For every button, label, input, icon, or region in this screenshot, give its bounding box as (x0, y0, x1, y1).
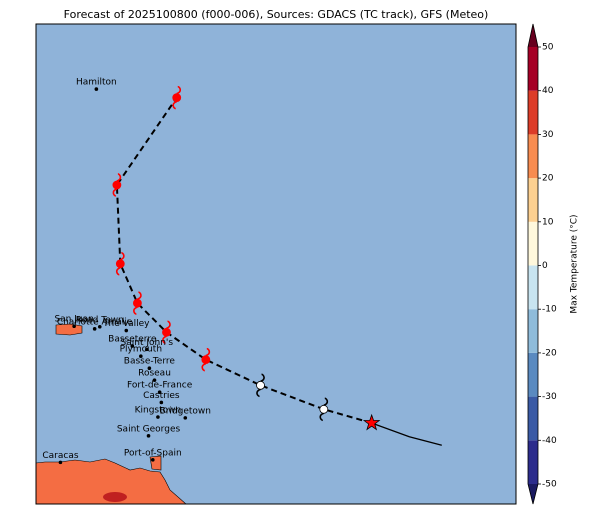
city-label: Bridgetown (160, 406, 211, 416)
colorbar-band (528, 309, 538, 353)
city-dot (130, 344, 135, 348)
colorbar-band (528, 440, 538, 484)
city-dot (156, 415, 160, 419)
city-label: Castries (143, 391, 180, 401)
city-dot (58, 460, 63, 465)
city-label: The Valley (102, 319, 150, 329)
colorbar-band (528, 90, 538, 135)
forecast-position (172, 93, 182, 103)
city-label: Port-of-Spain (124, 448, 182, 458)
colorbar-tick-label: 40 (542, 86, 554, 96)
city-label: Fort-de-France (127, 381, 193, 391)
colorbar-tick-label: 20 (542, 174, 554, 184)
city-dot (157, 390, 162, 394)
city-dot (152, 378, 157, 382)
colorbar-tick-label: 50 (542, 43, 554, 53)
city-label: San Juan (54, 315, 93, 325)
city-label: Charlotte Amalie (57, 317, 133, 327)
colorbar-band (528, 178, 538, 222)
city-label: Road Town (76, 315, 124, 325)
cyclone-arms (172, 85, 182, 110)
city-dot (92, 327, 97, 331)
cyclone-arms (162, 320, 171, 345)
cyclone-arms (319, 397, 329, 422)
colorbar-under (528, 484, 538, 504)
city-label: Roseau (138, 369, 171, 379)
hot-spot (103, 492, 127, 502)
colorbar-tick-label: -10 (542, 305, 557, 315)
forecast-position (319, 404, 329, 414)
city-dot (72, 324, 76, 329)
city-dot (159, 400, 164, 405)
colorbar-band (528, 396, 538, 441)
city-dot (150, 458, 155, 462)
colorbar-tick-label: -40 (542, 436, 557, 446)
tracks (112, 85, 442, 446)
city-label: Hamilton (76, 78, 117, 88)
map-frame (35, 23, 517, 505)
past-track (371, 422, 442, 446)
colorbar-band (528, 352, 538, 397)
current-position (362, 413, 381, 431)
forecast-position (256, 380, 265, 390)
city-dot (147, 366, 152, 371)
chart-title: Forecast of 2025100800 (f000-006), Sourc… (64, 8, 489, 21)
forecast-position (133, 298, 142, 308)
city-dot (145, 347, 149, 352)
city-label: Saint John's (121, 338, 174, 348)
colorbar-tick-label: 30 (542, 130, 554, 140)
colorbar-tick-label: -50 (542, 480, 557, 490)
city-dot (139, 354, 143, 359)
city-label: Kingstown (135, 406, 182, 416)
forecast-position (162, 327, 171, 337)
forecast-position (115, 259, 125, 269)
cyclone-arms (133, 291, 142, 315)
cyclone-arms (112, 173, 122, 197)
city-dot (183, 416, 188, 420)
forecast-position (201, 355, 211, 365)
ocean (36, 24, 516, 504)
city-label: Basse-Terre (124, 357, 176, 367)
colorbar-label: Max Temperature (°C) (570, 214, 580, 313)
colorbar-tick-label: 0 (542, 261, 548, 271)
forecast-position (112, 180, 122, 190)
city-label: Basseterre (108, 334, 157, 344)
city-dot (94, 87, 99, 91)
colorbar-over (528, 24, 538, 47)
colorbar: -50 -40 -30 -20 -10 0 10 20 30 40 50 Max Temperatur… (527, 23, 580, 505)
colorbar-band (528, 47, 538, 91)
colorbar-band (528, 265, 538, 310)
city-dot (124, 328, 129, 333)
cyclone-arms (256, 373, 265, 398)
city-dot (97, 324, 102, 329)
south-america (36, 458, 187, 504)
colorbar-tick-label: -30 (542, 392, 557, 402)
colorbar-band (528, 134, 538, 179)
cyclone-arms (201, 347, 211, 372)
city-label: Caracas (42, 451, 78, 461)
city-dot (146, 434, 151, 438)
colorbar-band (528, 221, 538, 266)
cyclone-arms (116, 251, 125, 276)
city-label: Saint Georges (117, 424, 181, 434)
city-label: Plymouth (120, 345, 162, 355)
colorbar-tick-label: -20 (542, 348, 557, 358)
colorbar-tick-label: 10 (542, 217, 554, 227)
